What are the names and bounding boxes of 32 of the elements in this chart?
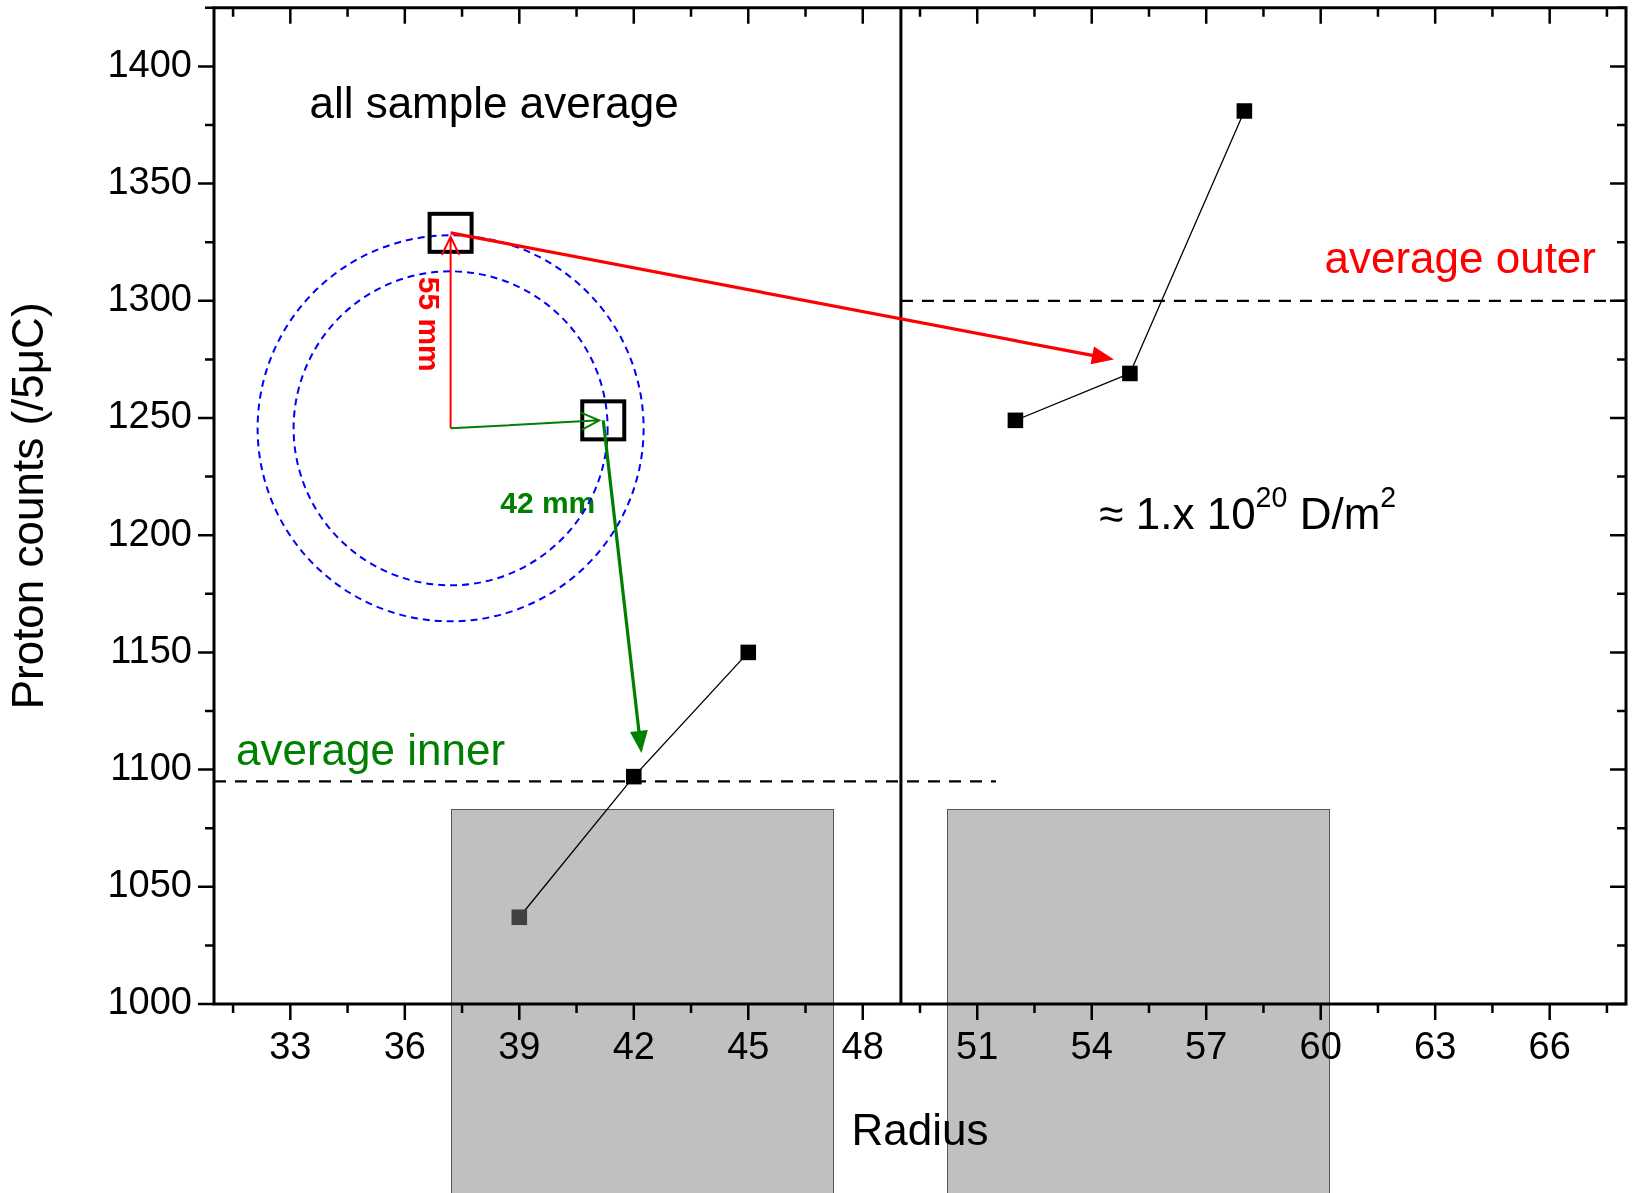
point [626, 768, 642, 785]
annotation: all sample average [309, 78, 679, 128]
y-axis-title: Proton counts (/5μC) [2, 302, 52, 710]
x-tick-label: 66 [1528, 1025, 1571, 1068]
y-tick-label: 1300 [107, 277, 192, 320]
x-tick-label: 45 [727, 1025, 770, 1068]
y-tick-label: 1350 [107, 160, 192, 203]
annotation: 55 mm [413, 276, 447, 372]
y-tick-label: 1400 [107, 42, 192, 85]
x-tick-label: 57 [1185, 1025, 1228, 1068]
point [1007, 412, 1024, 429]
y-tick-label: 1000 [107, 980, 192, 1023]
y-tick-label: 1200 [107, 511, 192, 554]
x-tick-label: 54 [1070, 1025, 1113, 1068]
y-tick-label: 1050 [107, 863, 192, 906]
ref-line-label: average outer [1324, 232, 1596, 282]
x-tick-label: 33 [269, 1025, 312, 1068]
point [511, 909, 528, 926]
x-tick-label: 51 [956, 1025, 999, 1068]
x-tick-label: 48 [841, 1025, 884, 1068]
x-tick-label: 42 [612, 1025, 655, 1068]
point [740, 644, 757, 661]
x-tick-label: 39 [498, 1025, 541, 1068]
y-tick-label: 1100 [110, 746, 192, 789]
x-tick-label: 63 [1414, 1025, 1457, 1068]
point [1236, 103, 1253, 119]
annotation: 42 mm [500, 485, 596, 519]
x-tick-label: 36 [383, 1025, 426, 1068]
point [1122, 365, 1138, 382]
y-tick-label: 1250 [107, 394, 192, 437]
y-tick-label: 1150 [110, 628, 192, 671]
ref-line-label: average inner [236, 725, 506, 775]
